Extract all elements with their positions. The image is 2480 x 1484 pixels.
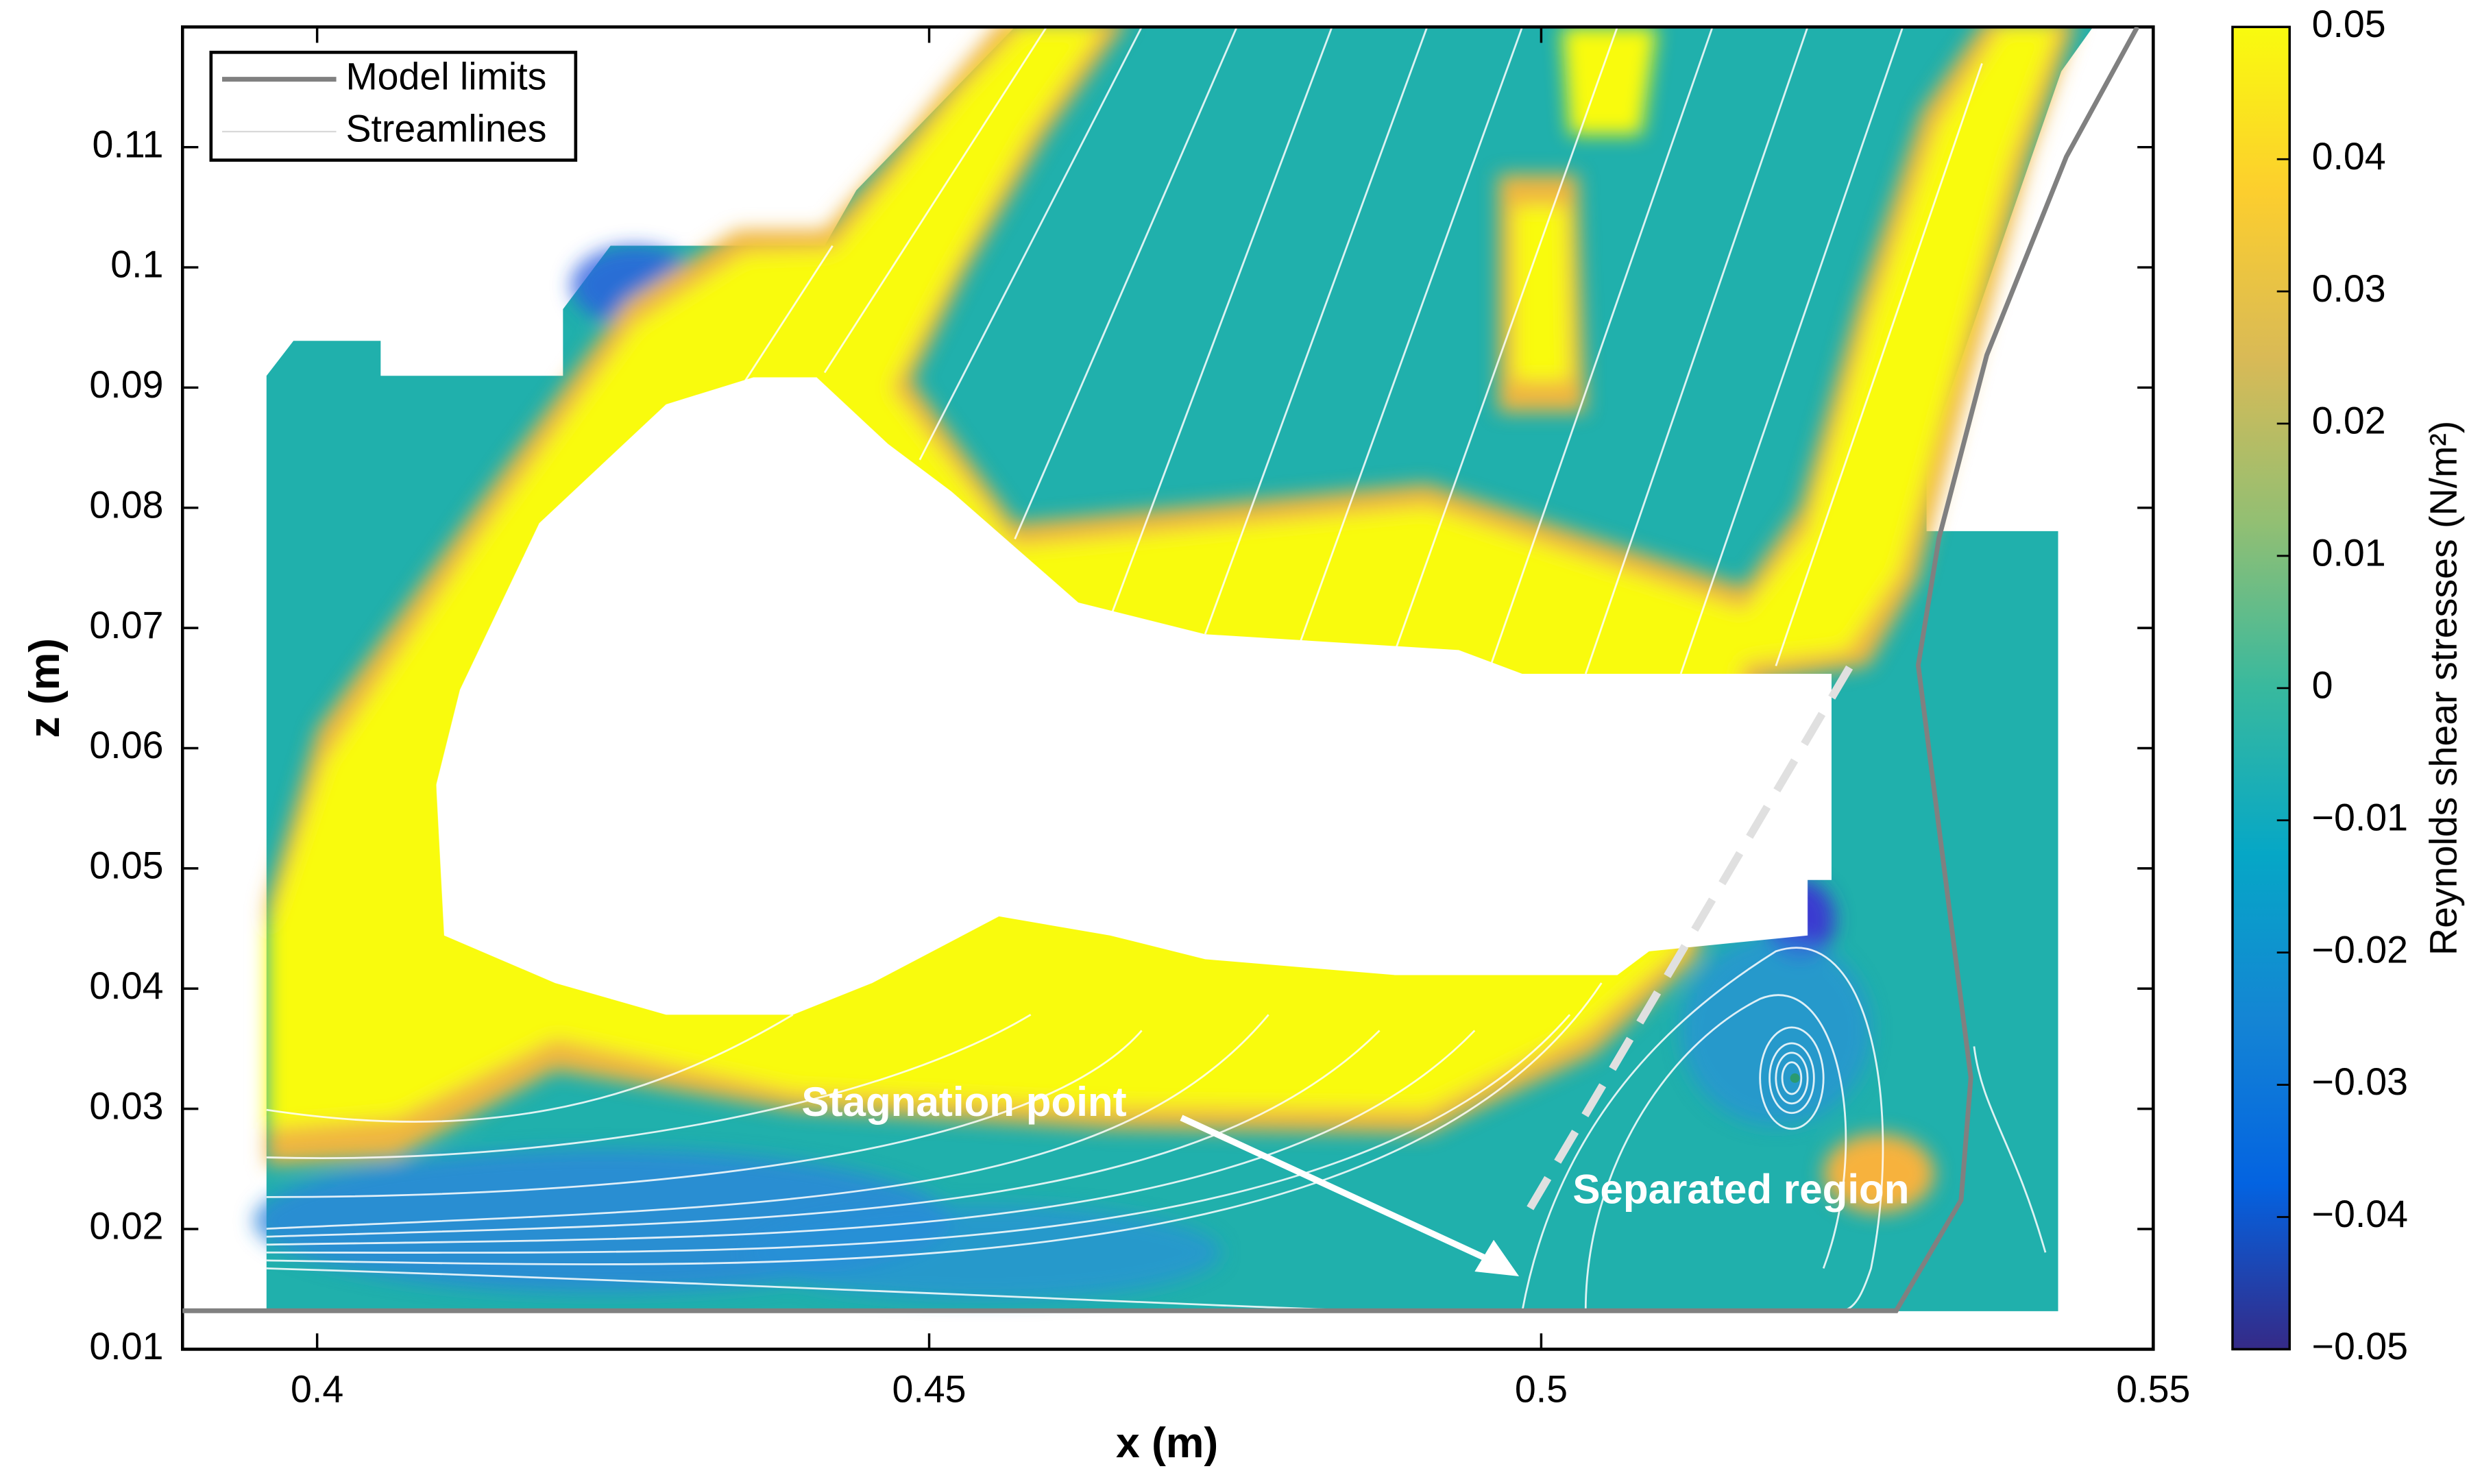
arrow: [1180, 1115, 1492, 1264]
arrow-head: [1474, 1239, 1520, 1276]
x-axis-label: x (m): [1116, 1419, 1218, 1467]
annotation: Stagnation point: [801, 1079, 1126, 1125]
colorbar-tick-label: −0.05: [2312, 1325, 2408, 1367]
y-tick-label: 0.03: [89, 1084, 163, 1127]
colorbar-label: Reynolds shear stresses (N/m²): [2422, 421, 2465, 956]
x-tick-label: 0.45: [892, 1368, 967, 1411]
colorbar-tick-label: −0.02: [2312, 928, 2408, 971]
field: [254, 27, 2093, 1313]
y-tick-label: 0.04: [89, 964, 163, 1007]
model-limit-line: [182, 27, 2140, 1313]
y-axis-label: z (m): [21, 638, 69, 738]
no-data-region: [436, 377, 1832, 1015]
y-tick-label: 0.02: [89, 1205, 163, 1248]
y-tick-label: 0.1: [110, 243, 163, 286]
colorbar-tick-label: 0.04: [2312, 135, 2386, 178]
legend-box: [209, 51, 578, 162]
colorbar-tick-label: 0.02: [2312, 400, 2386, 442]
x-tick-label: 0.55: [2116, 1368, 2190, 1411]
y-tick-label: 0.09: [89, 363, 163, 406]
colorbar-tick-label: 0: [2312, 664, 2333, 707]
colorbar-tick-label: −0.04: [2312, 1193, 2408, 1235]
y-tick-label: 0.07: [89, 604, 163, 646]
colorbar-tick-label: 0.03: [2312, 267, 2386, 310]
y-tick-label: 0.06: [89, 724, 163, 766]
annotation: Separated region: [1572, 1166, 1909, 1212]
legend-label: Streamlines: [345, 108, 546, 150]
colorbar-tick-label: 0.01: [2312, 532, 2386, 574]
y-tick-label: 0.08: [89, 483, 163, 526]
y-tick-label: 0.11: [93, 123, 164, 165]
streamlines: [266, 27, 2047, 1313]
x-tick-label: 0.5: [1515, 1368, 1568, 1411]
colorbar-tick-label: −0.03: [2312, 1060, 2408, 1103]
x-tick-label: 0.4: [291, 1368, 343, 1411]
colorbar-tick-label: 0.05: [2312, 3, 2386, 45]
legend: Model limits Streamlines: [209, 51, 578, 162]
legend-label: Model limits: [345, 55, 546, 97]
y-tick-label: 0.05: [89, 844, 163, 887]
colorbar-tick-label: −0.01: [2312, 796, 2408, 838]
plot-frame: [180, 25, 2155, 1351]
y-tick-label: 0.01: [89, 1325, 163, 1367]
